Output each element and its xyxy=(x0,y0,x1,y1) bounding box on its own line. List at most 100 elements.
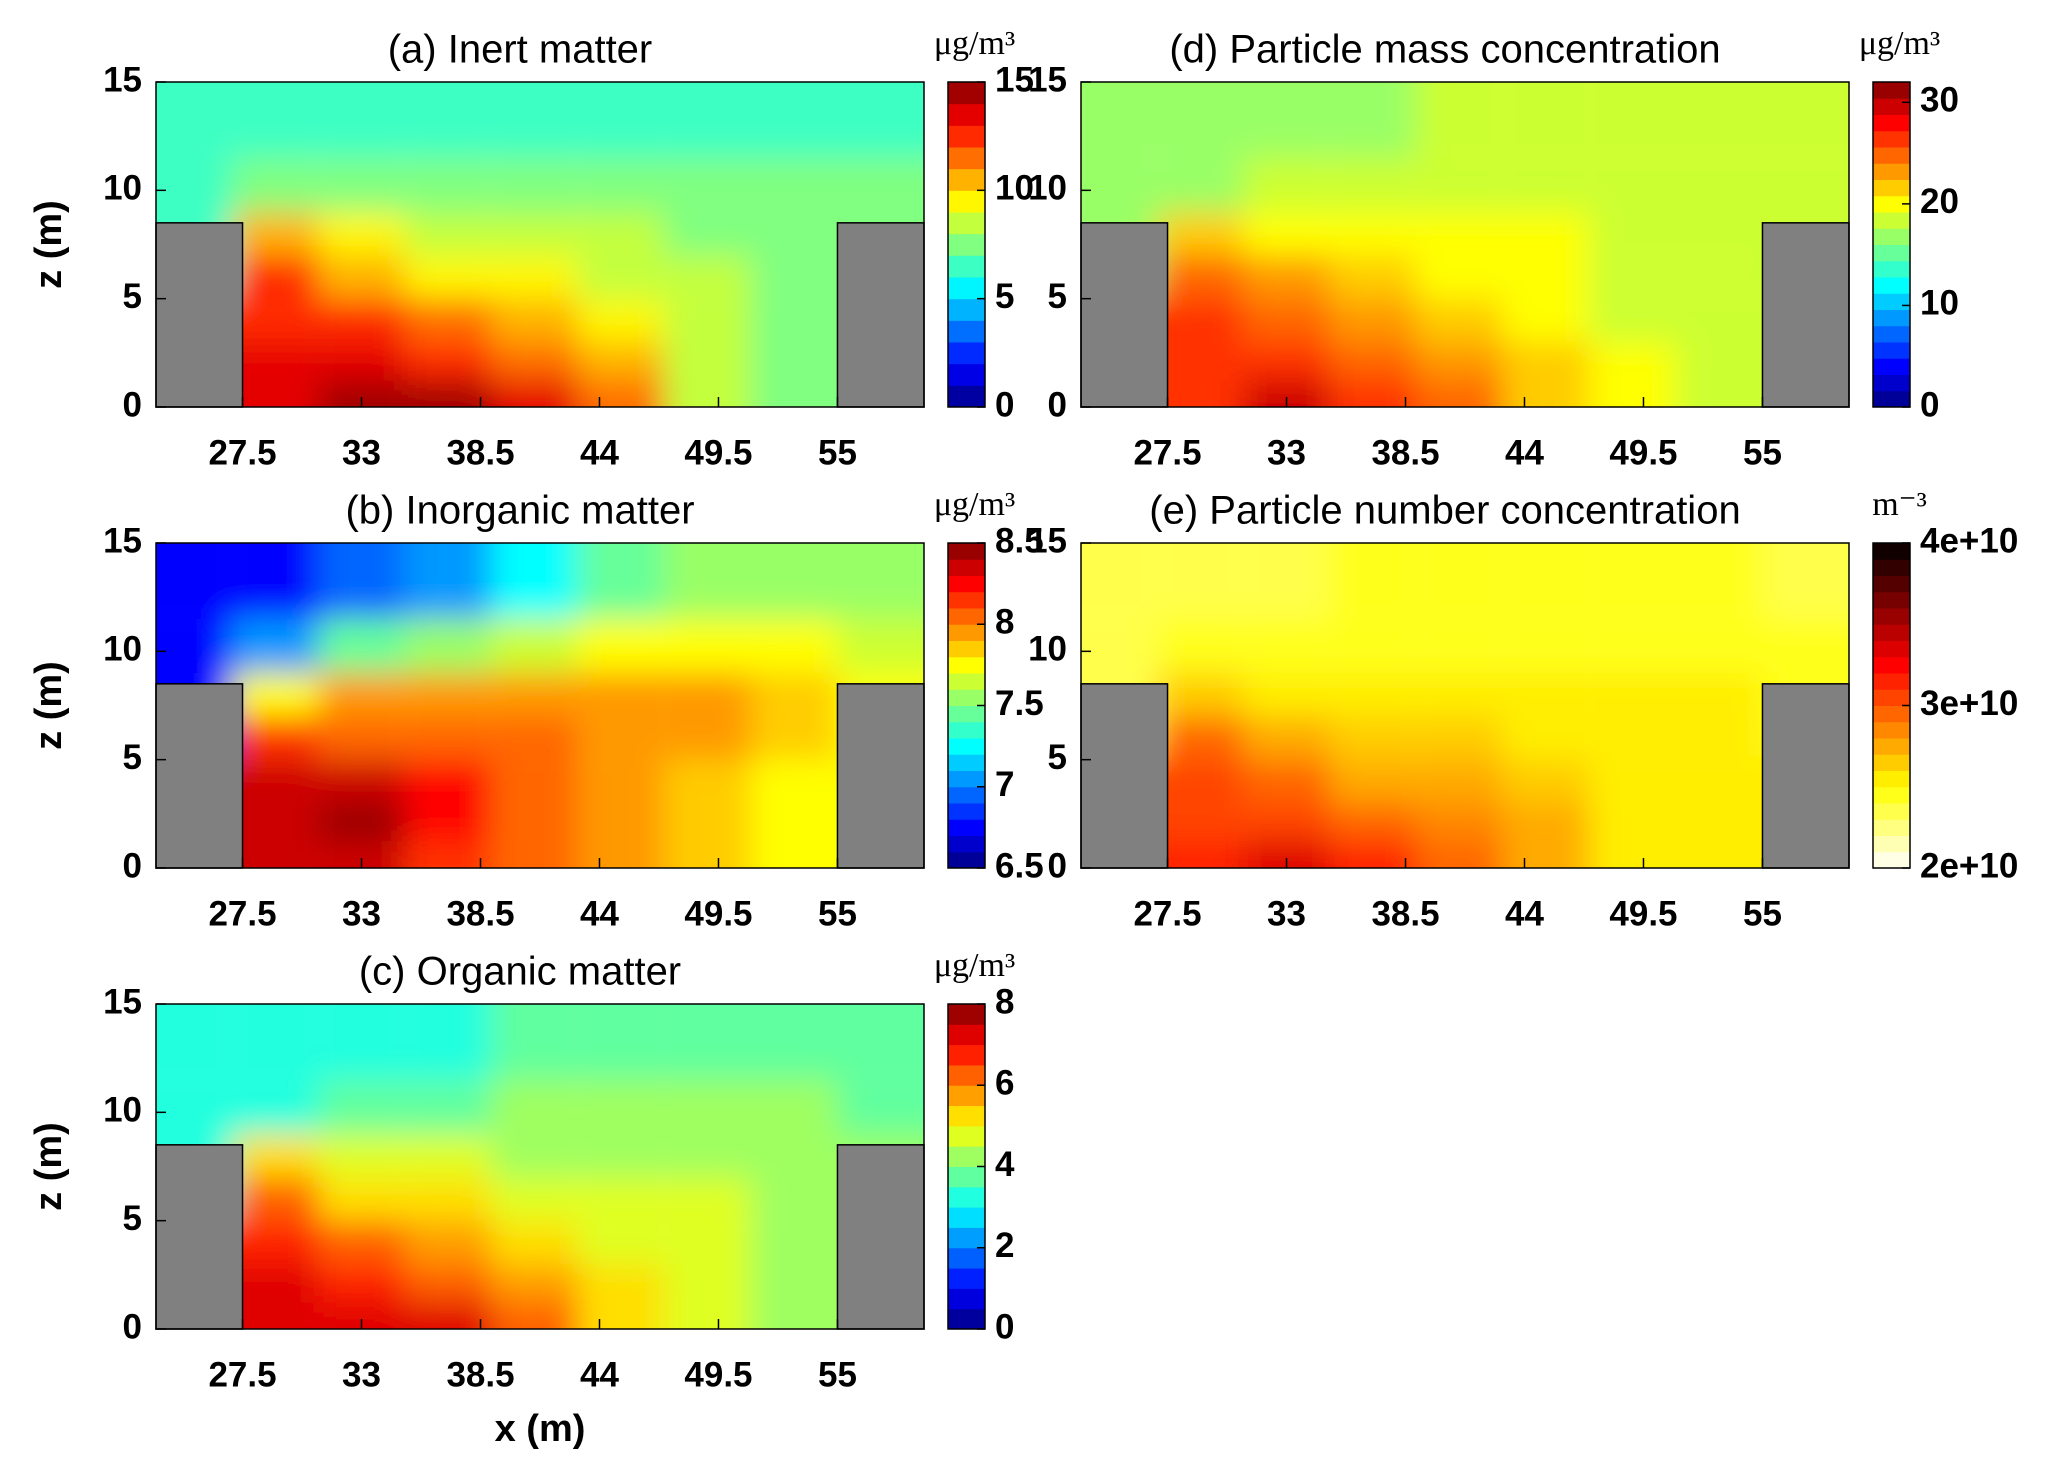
contour-cell xyxy=(231,673,319,717)
colorbar-swatch xyxy=(948,233,985,256)
colorbar-tick-label: 3e+10 xyxy=(1920,684,2018,723)
contour-cell xyxy=(1589,840,1676,868)
contour-cell xyxy=(1502,379,1590,407)
colorbar-swatch xyxy=(948,125,985,148)
x-tick-label: 38.5 xyxy=(446,433,514,472)
colorbar-tick-label: 2 xyxy=(995,1226,1014,1265)
contour-cell xyxy=(664,1177,751,1221)
x-tick-label: 44 xyxy=(580,433,619,472)
colorbar-swatch xyxy=(948,168,985,191)
y-tick-label: 5 xyxy=(1048,277,1067,316)
contour-cell xyxy=(750,212,838,256)
contour-cell xyxy=(491,1220,578,1264)
contour-cell xyxy=(1762,82,1849,158)
x-tick-label: 49.5 xyxy=(684,894,752,933)
contour-cell xyxy=(837,157,924,212)
building xyxy=(155,1144,244,1330)
contour-cell xyxy=(1081,157,1157,212)
contour-cell xyxy=(1329,543,1417,619)
contour-cell xyxy=(404,840,492,868)
contour-cell xyxy=(750,618,838,673)
colorbar-tick-label: 0 xyxy=(995,385,1014,424)
contour-cell xyxy=(404,618,492,673)
colorbar-swatch xyxy=(1873,309,1910,327)
y-tick-label: 10 xyxy=(1028,169,1067,208)
contour-cell xyxy=(1329,82,1417,158)
plot-frame xyxy=(1080,81,1850,408)
contour-cell xyxy=(318,298,405,342)
contour-cell xyxy=(491,342,578,380)
contour-cell xyxy=(491,379,578,407)
contour-cell xyxy=(1416,840,1503,868)
panel: 27.5 33 38.5 44 49.5 55 0 5 10 15 (c) Organic matt… xyxy=(28,947,1015,1450)
colorbar-swatch xyxy=(1873,559,1910,576)
contour-cell xyxy=(1589,298,1676,342)
contour-cell xyxy=(404,1264,492,1302)
contour-cell xyxy=(231,1134,319,1178)
contour-cell xyxy=(577,1301,665,1329)
contour-cell xyxy=(577,840,665,868)
contour-cell xyxy=(1416,379,1503,407)
x-tick-label: 38.5 xyxy=(446,894,514,933)
contour-cell xyxy=(1243,759,1330,803)
contour-cell xyxy=(1675,82,1763,158)
contour-cell xyxy=(404,1134,492,1178)
contour-cell xyxy=(1502,840,1590,868)
contour-cell xyxy=(156,82,232,158)
contour-cell xyxy=(1329,342,1417,380)
contour-cell xyxy=(1502,298,1590,342)
colorbar-swatch xyxy=(948,640,985,658)
colorbar-tick-label: 0 xyxy=(995,1307,1014,1346)
colorbar-swatch xyxy=(948,1004,985,1025)
contour-cell xyxy=(318,82,405,158)
colorbar-swatch xyxy=(948,1308,985,1330)
x-tick-label: 44 xyxy=(580,1355,619,1394)
contour-cell xyxy=(404,255,492,299)
contour-cell xyxy=(1589,618,1676,673)
colorbar-swatch xyxy=(948,1125,985,1147)
contour-cell xyxy=(1416,342,1503,380)
contour-cell xyxy=(1502,618,1590,673)
contour-cell xyxy=(1589,82,1676,158)
contour-cell xyxy=(664,803,751,841)
colorbar-swatch xyxy=(948,103,985,126)
contour-cell xyxy=(1502,543,1590,619)
contour-cell xyxy=(664,618,751,673)
contour-cell xyxy=(1589,212,1676,256)
contour-cell xyxy=(491,82,578,158)
colorbar-tick-label: 6 xyxy=(995,1064,1014,1103)
colorbar-swatch xyxy=(1873,851,1910,869)
contour-cell xyxy=(1243,298,1330,342)
colorbar-swatch xyxy=(1873,130,1910,148)
x-tick-label: 44 xyxy=(1505,894,1544,933)
contour-cell xyxy=(318,759,405,803)
x-tick-label: 33 xyxy=(1267,433,1306,472)
contour-cell xyxy=(231,1079,319,1134)
colorbar-tick-label: 4 xyxy=(995,1145,1015,1184)
colorbar-swatch xyxy=(948,1166,985,1188)
contour-cell xyxy=(156,1004,232,1080)
contour-cell xyxy=(156,157,232,212)
y-tick-label: 0 xyxy=(123,1307,142,1346)
colorbar-swatch xyxy=(1873,260,1910,278)
colorbar-unit: μg/m³ xyxy=(1859,25,1940,62)
x-tick-label: 55 xyxy=(1743,894,1782,933)
y-tick-label: 15 xyxy=(103,521,142,560)
contour-cell xyxy=(1329,840,1417,868)
colorbar-swatch xyxy=(1873,114,1910,132)
contour-cell xyxy=(1416,212,1503,256)
colorbar-swatch xyxy=(948,1186,985,1208)
contour-cell xyxy=(404,1177,492,1221)
contour-cell xyxy=(577,1177,665,1221)
building xyxy=(155,683,244,869)
colorbar-swatch xyxy=(1873,656,1910,674)
contour-cell xyxy=(231,82,319,158)
colorbar-swatch xyxy=(948,1207,985,1228)
contour-cell xyxy=(1675,543,1763,619)
colorbar-swatch xyxy=(948,754,985,771)
colorbar-swatch xyxy=(948,1064,985,1086)
contour-cell xyxy=(1243,157,1330,212)
contour-cell xyxy=(318,255,405,299)
y-tick-label: 0 xyxy=(1048,385,1067,424)
building xyxy=(836,683,925,869)
